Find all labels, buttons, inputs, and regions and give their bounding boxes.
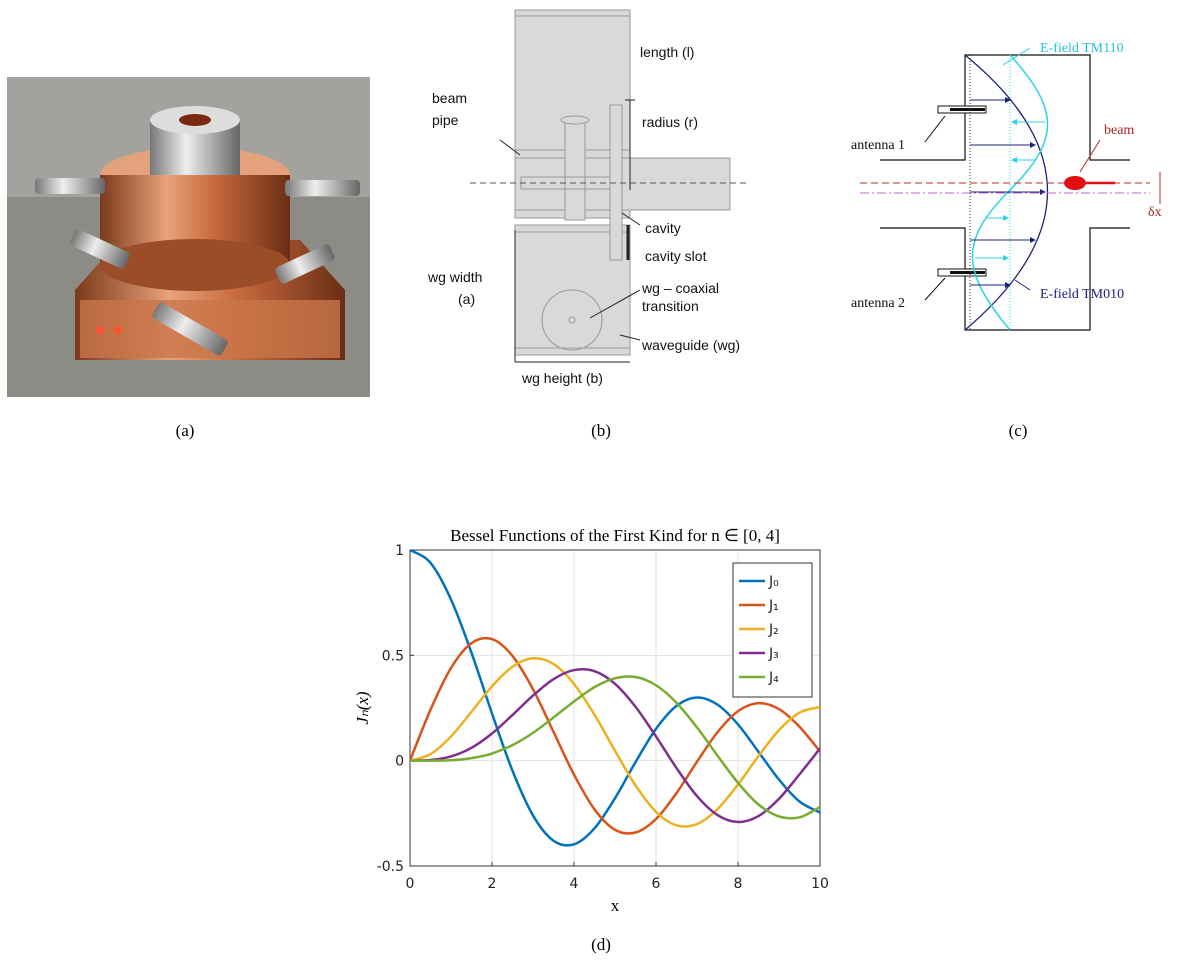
y-tick-label: 1 [395,543,404,559]
x-tick-label: 2 [488,876,497,892]
y-tick-label: 0.5 [382,648,404,664]
legend-label: J₃ [768,646,779,662]
chart-title: Bessel Functions of the First Kind for n… [450,526,780,545]
legend-label: J₀ [768,574,779,590]
label: transition [642,298,699,314]
label: antenna 2 [851,296,905,311]
label: cavity slot [645,248,707,264]
x-tick-label: 8 [734,876,743,892]
label: E-field TM010 [1040,287,1124,302]
label: cavity [645,220,681,236]
y-tick-label: -0.5 [377,859,404,875]
caption: (d) [591,935,611,954]
x-tick-label: 4 [570,876,579,892]
label: wg height (b) [521,370,603,386]
label: radius (r) [642,114,698,130]
label: waveguide (wg) [641,337,740,353]
caption: (a) [176,421,195,440]
label: beam [1104,123,1134,138]
legend-label: J₁ [768,598,779,614]
label: pipe [432,112,459,128]
caption: (c) [1009,421,1028,440]
label: wg – coaxial [641,280,719,296]
page: {"panels":[ {"caption":"(a)"}, {"caption… [0,0,1192,960]
y-tick-label: 0 [395,754,404,770]
label: (a) [458,291,475,307]
label: δx [1148,205,1162,220]
x-tick-label: 10 [811,876,829,892]
photo [7,77,370,397]
legend-label: J₄ [768,670,779,686]
legend-label: J₂ [768,622,779,638]
x-tick-label: 0 [406,876,415,892]
caption: (b) [591,421,611,440]
label: wg width [427,269,482,285]
label: length (l) [640,44,694,60]
figure: (a) length (l) beam pipe radius (r) cavi… [0,0,1192,960]
label: antenna 1 [851,138,905,153]
label: E-field TM110 [1040,41,1124,56]
x-axis-label: x [611,896,620,915]
x-tick-label: 6 [652,876,661,892]
y-axis-label: Jₙ(x) [353,691,372,725]
label: beam [432,90,467,106]
